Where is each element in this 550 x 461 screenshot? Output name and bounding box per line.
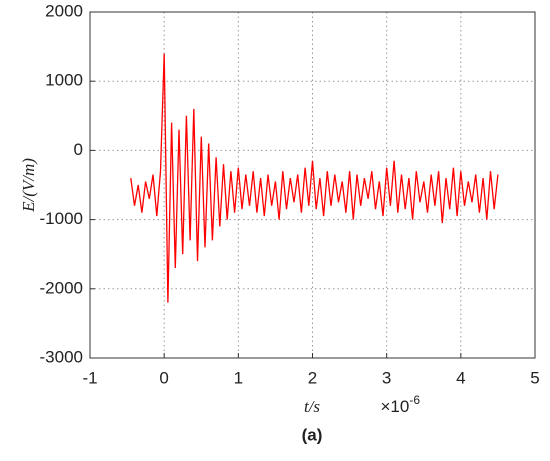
- y-tick-label: -1000: [40, 209, 83, 228]
- x-tick-label: 0: [159, 368, 168, 387]
- x-tick-label: 4: [456, 368, 465, 387]
- x-tick-label: 1: [234, 368, 243, 387]
- x-multiplier: ×10-6: [380, 393, 420, 416]
- y-tick-label: 1000: [45, 71, 83, 90]
- y-tick-label: -2000: [40, 278, 83, 297]
- x-tick-label: 5: [530, 368, 539, 387]
- x-label-symbol: t: [304, 397, 310, 416]
- y-axis-label: E/(V/m): [19, 158, 38, 213]
- x-multiplier-exponent: -6: [409, 393, 420, 407]
- caption: (a): [302, 425, 323, 444]
- x-tick-label: 3: [382, 368, 391, 387]
- x-label-unit: /s: [308, 397, 321, 416]
- axes-frame: [89, 11, 536, 359]
- y-tick-label: -3000: [40, 347, 83, 366]
- y-tick-label: 2000: [45, 1, 83, 20]
- y-tick-label: 0: [74, 140, 83, 159]
- x-multiplier-base: ×10: [380, 397, 409, 416]
- y-label-unit: /(V/m): [19, 158, 38, 203]
- x-tick-label: -1: [82, 368, 97, 387]
- signal-line: [130, 53, 499, 303]
- x-axis-label: t/s: [304, 397, 320, 416]
- y-label-symbol: E: [19, 201, 38, 213]
- x-tick-label: 2: [308, 368, 317, 387]
